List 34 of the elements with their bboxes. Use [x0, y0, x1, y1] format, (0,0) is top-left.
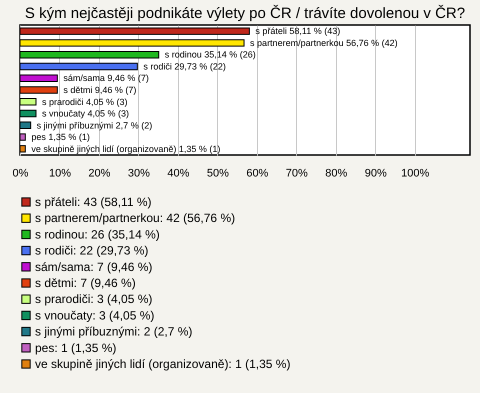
legend-label: s rodiči: 22 (29,73 %): [35, 244, 148, 258]
legend-label: s prarodiči: 3 (4,05 %): [35, 292, 152, 306]
data-label: s jinými příbuznými 2,7 % (2): [36, 120, 152, 130]
data-label: s partnerem/partnerkou 56,76 % (42): [250, 38, 398, 48]
data-label: s přáteli 58,11 % (43): [255, 26, 340, 36]
x-tick-label: 0%: [12, 168, 29, 180]
data-label: s dětmi 9,46 % (7): [63, 85, 136, 95]
legend-label: sám/sama: 7 (9,46 %): [35, 260, 152, 274]
data-label: ve skupině jiných lidí (organizovaně) 1,35 % (1): [31, 144, 220, 154]
x-tick-label: 100%: [401, 168, 430, 180]
x-tick-label: 80%: [325, 168, 348, 180]
data-label: s vnoučaty 4,05 % (3): [42, 108, 130, 119]
legend-label: s rodinou: 26 (35,14 %): [35, 227, 160, 242]
legend-label: s vnoučaty: 3 (4,05 %): [35, 308, 154, 322]
legend-label: s partnerem/partnerkou: 42 (56,76 %): [35, 211, 236, 226]
x-tick-label: 30%: [128, 168, 150, 180]
x-tick-label: 20%: [88, 168, 111, 180]
x-tick-label: 40%: [167, 168, 190, 180]
data-label: s rodiči 29,73 % (22): [143, 61, 226, 72]
legend-label: s dětmi: 7 (9,46 %): [35, 276, 136, 290]
x-tick-label: 70%: [286, 168, 308, 180]
x-tick-label: 10%: [48, 168, 72, 180]
x-tick-label: 60%: [246, 168, 269, 180]
x-tick-label: 90%: [364, 168, 387, 180]
legend-label: pes: 1 (1,35 %): [35, 340, 116, 355]
data-label: s prarodiči 4,05 % (3): [42, 96, 128, 107]
legend-label: ve skupině jiných lidí (organizovaně): 1 (1,35 %): [35, 357, 290, 371]
data-label: s rodinou 35,14 % (26): [164, 50, 256, 60]
data-label: pes 1,35 % (1): [31, 132, 90, 142]
legend-label: s jinými příbuznými: 2 (2,7 %): [35, 324, 192, 339]
data-label: sám/sama 9,46 % (7): [63, 73, 149, 84]
legend-label: s přáteli: 43 (58,11 %): [35, 195, 152, 209]
chart-title: S kým nejčastěji podnikáte výlety po ČR / trávíte dovolenou v ČR?: [24, 4, 466, 22]
x-tick-label: 50%: [206, 168, 230, 180]
